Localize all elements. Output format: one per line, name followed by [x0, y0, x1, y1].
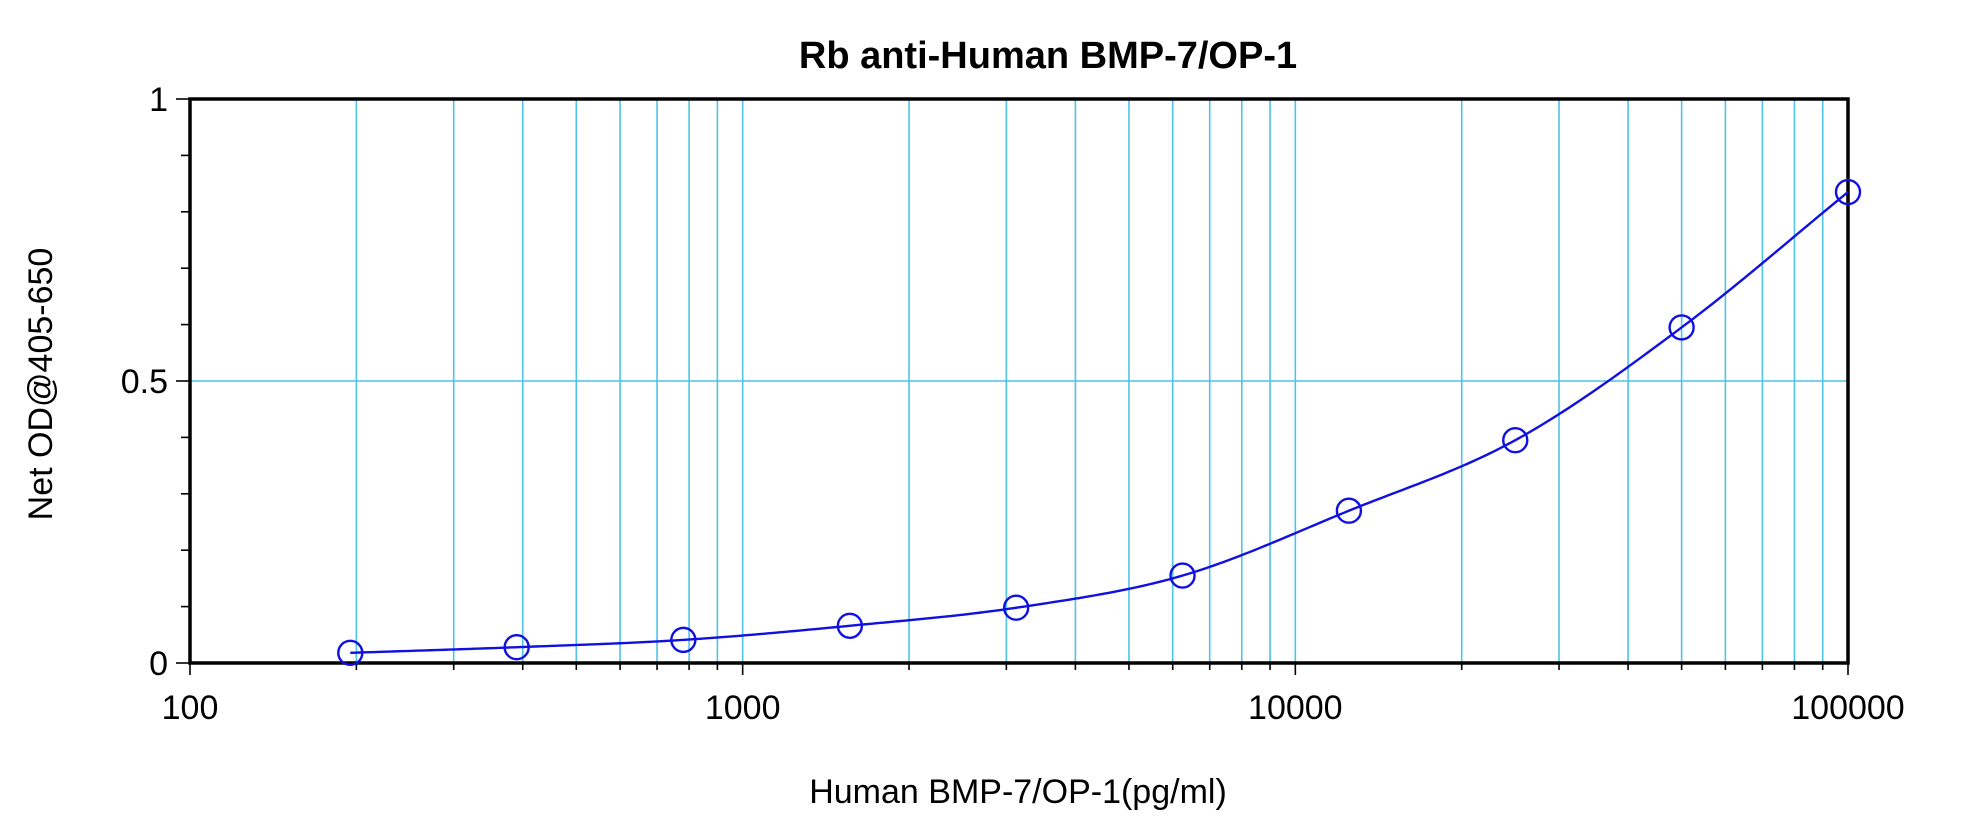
x-axis-title: Human BMP-7/OP-1(pg/ml): [809, 773, 1227, 811]
x-tick-label: 1000: [705, 689, 781, 727]
data-point: [337, 639, 364, 667]
data-point: [1335, 497, 1363, 524]
data-point: [1169, 562, 1196, 589]
data-point: [836, 612, 864, 639]
y-axis-title: Net OD@405-650: [22, 248, 60, 521]
data-points: [337, 178, 1862, 667]
axes: [176, 97, 1850, 675]
tick-labels: 100 1000 10000 100000 0 0.5 1: [121, 81, 1905, 727]
x-tick-label: 100000: [1791, 689, 1904, 727]
fit-curve-line: [350, 191, 1849, 655]
data-point: [1502, 427, 1529, 454]
fit-curve: [350, 191, 1849, 655]
data-point: [503, 634, 530, 661]
y-tick-label: 0: [149, 645, 168, 683]
data-point: [1668, 314, 1695, 341]
data-point: [670, 626, 697, 654]
x-tick-label: 10000: [1248, 689, 1343, 727]
y-tick-label: 0.5: [121, 363, 168, 401]
grid-lines: [190, 99, 1848, 663]
data-point: [1002, 594, 1030, 621]
data-point: [1834, 178, 1862, 206]
y-tick-label: 1: [149, 81, 168, 119]
x-tick-label: 100: [162, 689, 219, 727]
chart-title: Rb anti-Human BMP-7/OP-1: [799, 35, 1297, 77]
